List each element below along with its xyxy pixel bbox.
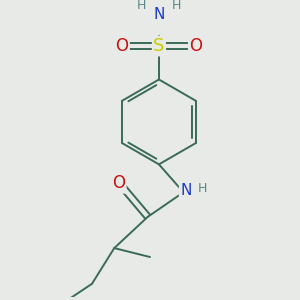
Text: N: N bbox=[153, 7, 165, 22]
Text: O: O bbox=[112, 174, 125, 192]
Text: O: O bbox=[116, 37, 129, 55]
Text: H: H bbox=[136, 0, 146, 12]
Text: H: H bbox=[172, 0, 182, 12]
Text: O: O bbox=[189, 37, 202, 55]
Text: N: N bbox=[180, 182, 191, 197]
Text: S: S bbox=[153, 37, 165, 55]
Text: H: H bbox=[198, 182, 207, 195]
